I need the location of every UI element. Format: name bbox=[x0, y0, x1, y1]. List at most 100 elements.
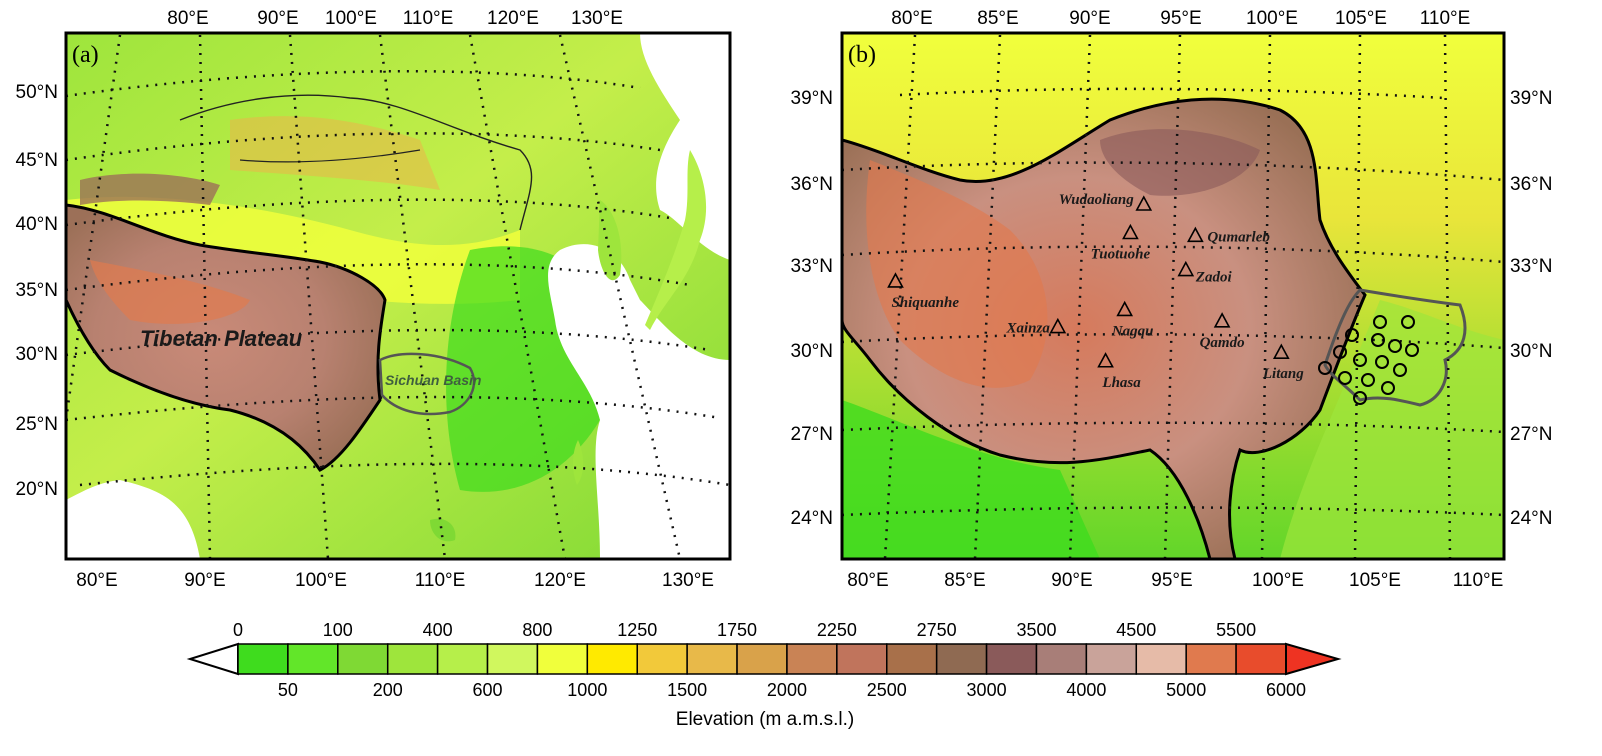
panel-a-lon-labels-top: 80°E 90°E 100°E 110°E 120°E 130°E bbox=[167, 8, 623, 29]
colorbar-tick-label: 800 bbox=[522, 620, 552, 640]
panel-b-map: (b) Shiquanhe Wudaoliang Tuotuohe Qumarleb Z… bbox=[791, 8, 1553, 591]
colorbar-title: Elevation (m a.m.s.l.) bbox=[676, 709, 854, 730]
panel-b-lat-labels-left: 39°N 36°N 33°N 30°N 27°N 24°N bbox=[791, 88, 833, 529]
panel-b-lat-labels-right: 39°N 36°N 33°N 30°N 27°N 24°N bbox=[1510, 88, 1552, 529]
lat-tick-label: 24°N bbox=[791, 508, 833, 529]
panel-a-lon-labels-bottom: 80°E 90°E 100°E 110°E 120°E 130°E bbox=[76, 570, 714, 591]
lat-tick-label: 20°N bbox=[16, 479, 58, 500]
panel-a-tianshan bbox=[80, 173, 220, 205]
panel-a-desert bbox=[66, 196, 520, 304]
panel-b-label: (b) bbox=[848, 42, 876, 68]
panel-a-border-line bbox=[179, 94, 533, 231]
lat-tick-label: 30°N bbox=[1510, 341, 1552, 362]
lon-tick-label: 80°E bbox=[76, 570, 117, 591]
lat-tick-label: 30°N bbox=[16, 344, 58, 365]
lat-tick-label: 39°N bbox=[791, 88, 833, 109]
colorbar-tick-label: 0 bbox=[233, 620, 243, 640]
colorbar-tick-label: 6000 bbox=[1266, 680, 1306, 700]
station-label: Nagqu bbox=[1111, 323, 1154, 339]
lat-tick-label: 30°N bbox=[791, 341, 833, 362]
panel-a-taiwan bbox=[572, 440, 584, 485]
colorbar-bin bbox=[436, 643, 489, 675]
colorbar-extend-low bbox=[186, 642, 239, 676]
station-marker bbox=[1272, 343, 1290, 360]
lon-tick-label: 100°E bbox=[1246, 8, 1298, 29]
panel-b-high-plateau bbox=[866, 160, 1048, 388]
station-marker bbox=[1213, 312, 1231, 328]
sichuan-basin-outline bbox=[378, 352, 476, 416]
lat-tick-label: 36°N bbox=[1510, 174, 1552, 195]
panel-a-sea-north bbox=[640, 33, 730, 260]
lon-tick-label: 80°E bbox=[891, 8, 932, 29]
panel-a-mongolia-highland bbox=[230, 116, 440, 190]
station-label: Tuotuohe bbox=[1091, 247, 1151, 263]
lon-tick-label: 100°E bbox=[295, 570, 347, 591]
colorbar-bin bbox=[1235, 643, 1287, 675]
lat-tick-label: 39°N bbox=[1510, 88, 1552, 109]
station-label: Wudaoliang bbox=[1059, 192, 1135, 208]
colorbar-tick-label: 3500 bbox=[1016, 620, 1056, 640]
panel-b-lowland bbox=[842, 400, 1100, 559]
station-marker bbox=[887, 272, 904, 288]
panel-a-lat-labels: 50°N 45°N 40°N 35°N 30°N 25°N 20°N bbox=[16, 82, 58, 500]
station-marker bbox=[1135, 195, 1153, 211]
panel-a-japan bbox=[645, 150, 707, 330]
panel-a-map: (a) Tibetan Plateau Sichuan Basin 80°E 90… bbox=[16, 8, 732, 591]
colorbar-bin bbox=[486, 643, 539, 675]
lon-tick-label: 95°E bbox=[1151, 570, 1192, 591]
lon-tick-label: 95°E bbox=[1160, 8, 1201, 29]
lat-tick-label: 33°N bbox=[791, 256, 833, 277]
lat-tick-label: 50°N bbox=[16, 82, 58, 103]
lat-tick-label: 35°N bbox=[16, 280, 58, 301]
colorbar-tick-label: 2750 bbox=[917, 620, 957, 640]
colorbar-extend-high bbox=[1285, 642, 1342, 676]
region-label-tibetan-plateau: Tibetan Plateau bbox=[140, 326, 303, 351]
colorbar-bin bbox=[836, 643, 888, 675]
panel-b-east-lowland bbox=[1280, 300, 1504, 559]
colorbar-tick-label: 4500 bbox=[1116, 620, 1156, 640]
panel-a-sea bbox=[548, 244, 730, 559]
lon-tick-label: 90°E bbox=[1051, 570, 1092, 591]
colorbar-bin bbox=[935, 643, 988, 675]
panel-b-basin-sites bbox=[1318, 315, 1419, 405]
colorbar-bin bbox=[886, 643, 938, 675]
lon-tick-label: 90°E bbox=[184, 570, 225, 591]
lat-tick-label: 33°N bbox=[1510, 256, 1552, 277]
colorbar-bin bbox=[586, 643, 638, 675]
colorbar-bin bbox=[985, 643, 1038, 675]
colorbar-tick-label: 1500 bbox=[667, 680, 707, 700]
colorbar-bin bbox=[636, 643, 688, 675]
colorbar-bin bbox=[736, 643, 788, 675]
lon-tick-label: 100°E bbox=[325, 8, 377, 29]
colorbar-bin bbox=[386, 643, 439, 675]
station-marker bbox=[1122, 223, 1139, 240]
panel-a-bay bbox=[66, 480, 200, 559]
colorbar-tick-label: 1750 bbox=[717, 620, 757, 640]
station-marker bbox=[1049, 317, 1067, 334]
panel-a-hainan bbox=[430, 518, 456, 542]
region-label-sichuan-basin: Sichuan Basin bbox=[385, 372, 481, 388]
colorbar-tick-label: 2000 bbox=[767, 680, 807, 700]
colorbar-tick-label: 2250 bbox=[817, 620, 857, 640]
lon-tick-label: 110°E bbox=[1453, 570, 1504, 591]
colorbar-tick-label: 4000 bbox=[1066, 680, 1106, 700]
panel-a-label: (a) bbox=[72, 42, 99, 68]
colorbar-bin bbox=[337, 643, 389, 675]
panel-b-graticule bbox=[842, 34, 1504, 559]
colorbar-tick-label: 600 bbox=[473, 680, 503, 700]
lon-tick-label: 105°E bbox=[1335, 8, 1387, 29]
colorbar-bin bbox=[1085, 643, 1138, 675]
station-marker bbox=[1177, 260, 1195, 277]
lat-tick-label: 25°N bbox=[16, 414, 58, 435]
station-marker bbox=[1187, 226, 1204, 243]
colorbar-bin bbox=[536, 643, 589, 675]
elevation-colorbar: 0 100 400 800 1250 1750 2250 2750 3500 4500 5500 50… bbox=[186, 620, 1342, 700]
colorbar-tick-label: 100 bbox=[323, 620, 353, 640]
lon-tick-label: 105°E bbox=[1349, 570, 1401, 591]
station-label: Lhasa bbox=[1101, 375, 1141, 391]
colorbar-tick-label: 1000 bbox=[567, 680, 607, 700]
lon-tick-label: 100°E bbox=[1252, 570, 1304, 591]
station-label: Qamdo bbox=[1200, 335, 1245, 351]
colorbar-bin bbox=[786, 643, 838, 675]
